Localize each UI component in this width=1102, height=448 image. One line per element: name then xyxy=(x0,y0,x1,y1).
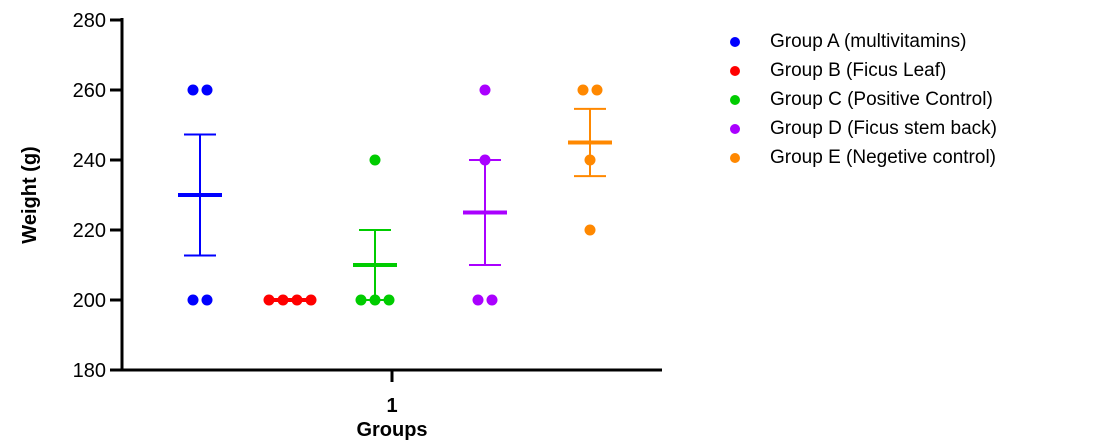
data-point xyxy=(577,84,589,96)
y-tick-label: 220 xyxy=(73,220,106,242)
y-tick-label: 200 xyxy=(73,290,106,312)
data-point xyxy=(584,154,596,166)
legend-label: Group C (Positive Control) xyxy=(770,89,993,110)
series-group xyxy=(353,154,397,306)
data-point xyxy=(591,84,603,96)
legend-marker-group-b xyxy=(730,65,740,76)
series-group xyxy=(463,84,507,306)
data-point xyxy=(201,84,213,96)
legend-item: Group E (Negetive control) xyxy=(730,146,1090,169)
series-group xyxy=(178,84,222,306)
legend: Group A (multivitamins) Group B (Ficus L… xyxy=(730,30,1090,175)
data-point xyxy=(201,294,213,306)
data-point xyxy=(584,224,596,236)
y-tick-label: 180 xyxy=(73,360,106,382)
data-point xyxy=(263,294,275,306)
x-axis-title: Groups xyxy=(356,419,427,441)
legend-item: Group D (Ficus stem back) xyxy=(730,117,1090,140)
data-point xyxy=(486,294,498,306)
data-point xyxy=(383,294,395,306)
chart: 180 200 220 240 260 280 1 Groups Weight (g) xyxy=(19,10,662,441)
legend-marker-group-e xyxy=(730,152,740,163)
y-tick-label: 260 xyxy=(73,80,106,102)
axes: 180 200 220 240 260 280 xyxy=(73,10,662,382)
chart-marks xyxy=(178,84,612,306)
data-point xyxy=(187,84,199,96)
legend-marker-group-c xyxy=(730,94,740,105)
legend-item: Group C (Positive Control) xyxy=(730,88,1090,111)
data-point xyxy=(291,294,303,306)
legend-item: Group B (Ficus Leaf) xyxy=(730,59,1090,82)
series-group xyxy=(568,84,612,236)
legend-marker-group-a xyxy=(730,36,740,47)
data-point xyxy=(472,294,484,306)
data-point xyxy=(355,294,367,306)
legend-label: Group E (Negetive control) xyxy=(770,147,996,168)
x-category-label: 1 xyxy=(386,395,397,417)
data-point xyxy=(479,154,491,166)
data-point xyxy=(277,294,289,306)
legend-label: Group B (Ficus Leaf) xyxy=(770,60,947,81)
legend-item: Group A (multivitamins) xyxy=(730,30,1090,53)
legend-marker-group-d xyxy=(730,123,740,134)
data-point xyxy=(369,154,381,166)
data-point xyxy=(187,294,199,306)
data-point xyxy=(479,84,491,96)
y-tick-label: 240 xyxy=(73,150,106,172)
y-tick-label: 280 xyxy=(73,10,106,32)
data-point xyxy=(305,294,317,306)
data-point xyxy=(369,294,381,306)
legend-label: Group A (multivitamins) xyxy=(770,31,967,52)
y-axis-title: Weight (g) xyxy=(19,146,41,243)
series-group xyxy=(263,294,317,306)
legend-label: Group D (Ficus stem back) xyxy=(770,118,997,139)
